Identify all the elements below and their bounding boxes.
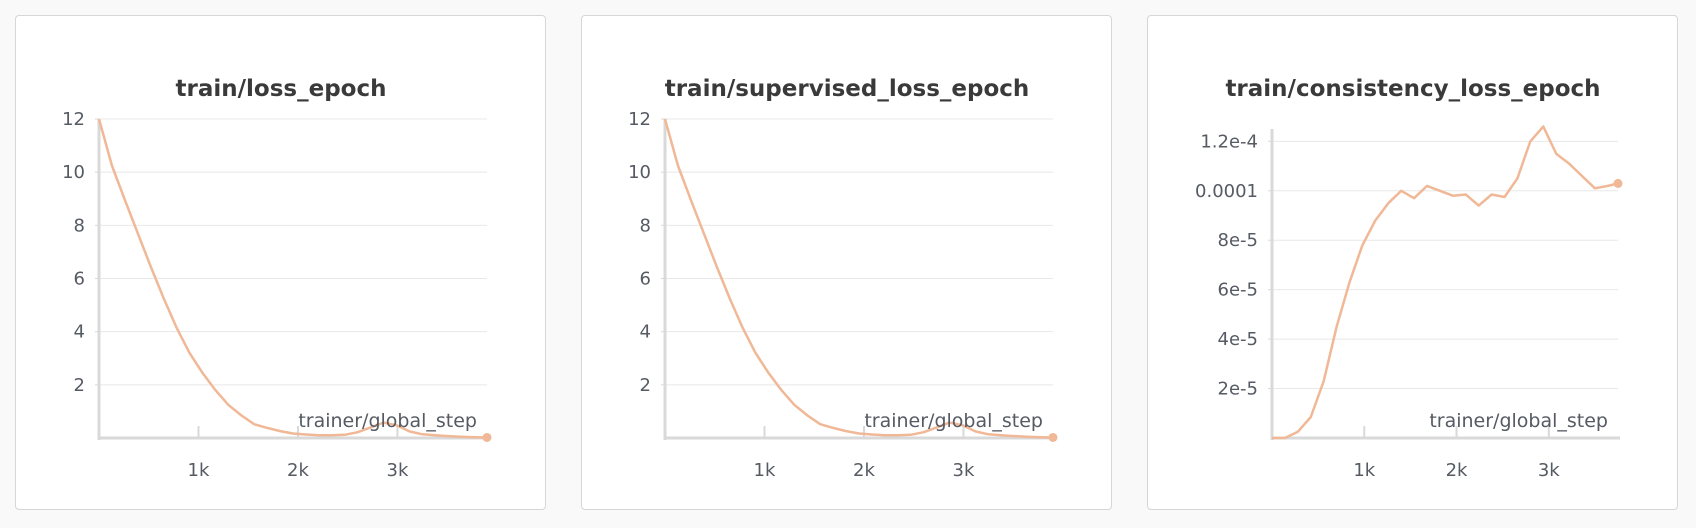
- series-line: [97, 118, 488, 439]
- x-axis-label: trainer/global_step: [864, 410, 1043, 432]
- x-tick-label: 2k: [1446, 460, 1468, 481]
- y-tick-label: 6: [74, 269, 85, 290]
- y-tick-label: 6: [640, 269, 651, 290]
- y-tick-label: 2e-5: [1218, 379, 1258, 400]
- chart-loss-epoch: train/loss_epoch 2 4 6 8 10 12 1k 2k 3k trainer/g…: [62, 76, 492, 481]
- series-end-point[interactable]: [482, 432, 492, 442]
- panel-loss-epoch[interactable]: train/loss_epoch 2 4 6 8 10 12 1k 2k 3k trainer/g…: [15, 15, 546, 510]
- y-tick-label: 12: [62, 109, 85, 130]
- x-tick-label: 2k: [287, 460, 309, 481]
- chart-title: train/consistency_loss_epoch: [1225, 76, 1600, 102]
- x-tick-label: 1k: [1353, 460, 1375, 481]
- y-tick-label: 8e-5: [1218, 230, 1258, 251]
- y-tick-label: 10: [628, 162, 651, 183]
- x-tick-label: 3k: [387, 460, 409, 481]
- chart-consistency-loss-epoch: train/consistency_loss_epoch 2e-5 4e-5 6e-…: [1195, 76, 1623, 481]
- y-tick-label: 4: [74, 322, 85, 343]
- y-tick-label: 2: [640, 375, 651, 396]
- x-axis-label: trainer/global_step: [1429, 410, 1608, 432]
- panel-supervised-loss-epoch[interactable]: train/supervised_loss_epoch 2 4 6 8 10 12 1k 2k…: [581, 15, 1112, 510]
- chart-title: train/loss_epoch: [176, 76, 387, 102]
- y-tick-label: 4e-5: [1218, 329, 1258, 350]
- series-line: [1272, 125, 1619, 440]
- y-tick-label: 2: [74, 375, 85, 396]
- x-axis-label: trainer/global_step: [298, 410, 477, 432]
- y-tick-label: 12: [628, 109, 651, 130]
- chart-title: train/supervised_loss_epoch: [665, 76, 1030, 102]
- y-tick-label: 1.2e-4: [1200, 131, 1258, 152]
- panel-consistency-loss-epoch[interactable]: train/consistency_loss_epoch 2e-5 4e-5 6e-…: [1147, 15, 1678, 510]
- x-tick-label: 1k: [188, 460, 210, 481]
- series-line: [663, 118, 1054, 439]
- chart-supervised-loss-epoch: train/supervised_loss_epoch 2 4 6 8 10 12 1k 2k…: [628, 76, 1058, 481]
- x-tick-label: 3k: [1538, 460, 1560, 481]
- series-end-point[interactable]: [1613, 178, 1623, 188]
- y-tick-label: 4: [640, 322, 651, 343]
- y-tick-label: 10: [62, 162, 85, 183]
- x-tick-label: 3k: [953, 460, 975, 481]
- y-tick-label: 6e-5: [1218, 280, 1258, 301]
- x-tick-label: 1k: [754, 460, 776, 481]
- y-tick-label: 8: [640, 215, 651, 236]
- y-tick-label: 0.0001: [1195, 181, 1258, 202]
- y-tick-label: 8: [74, 215, 85, 236]
- x-tick-label: 2k: [853, 460, 875, 481]
- series-end-point[interactable]: [1048, 432, 1058, 442]
